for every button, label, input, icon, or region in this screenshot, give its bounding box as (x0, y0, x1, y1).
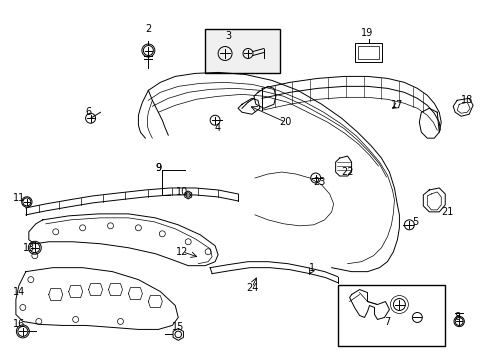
Text: 21: 21 (440, 207, 452, 217)
Text: 11: 11 (13, 193, 25, 203)
Text: 22: 22 (341, 167, 353, 177)
Text: 2: 2 (145, 24, 151, 33)
Text: 23: 23 (313, 177, 325, 187)
Text: 19: 19 (361, 28, 373, 37)
Text: 9: 9 (155, 163, 161, 173)
Text: 8: 8 (453, 312, 459, 323)
Text: 9: 9 (155, 163, 161, 173)
Bar (337, 285, 444, 346)
Text: 3: 3 (224, 31, 231, 41)
Text: 15: 15 (172, 323, 184, 332)
Text: 13: 13 (22, 243, 35, 253)
Bar (354, 42, 382, 62)
Bar (205, 28, 279, 73)
Text: 16: 16 (13, 319, 25, 329)
Text: 10: 10 (176, 187, 188, 197)
Text: 14: 14 (13, 287, 25, 297)
Bar (357, 45, 379, 59)
Text: 17: 17 (390, 100, 403, 110)
Text: 1: 1 (308, 263, 314, 273)
Text: 7: 7 (384, 318, 390, 328)
Text: 18: 18 (460, 95, 472, 105)
Text: 6: 6 (85, 107, 91, 117)
Text: 4: 4 (215, 123, 221, 133)
Text: 24: 24 (245, 283, 258, 293)
Text: 12: 12 (176, 247, 188, 257)
Text: 20: 20 (279, 117, 291, 127)
Text: 5: 5 (411, 217, 418, 227)
